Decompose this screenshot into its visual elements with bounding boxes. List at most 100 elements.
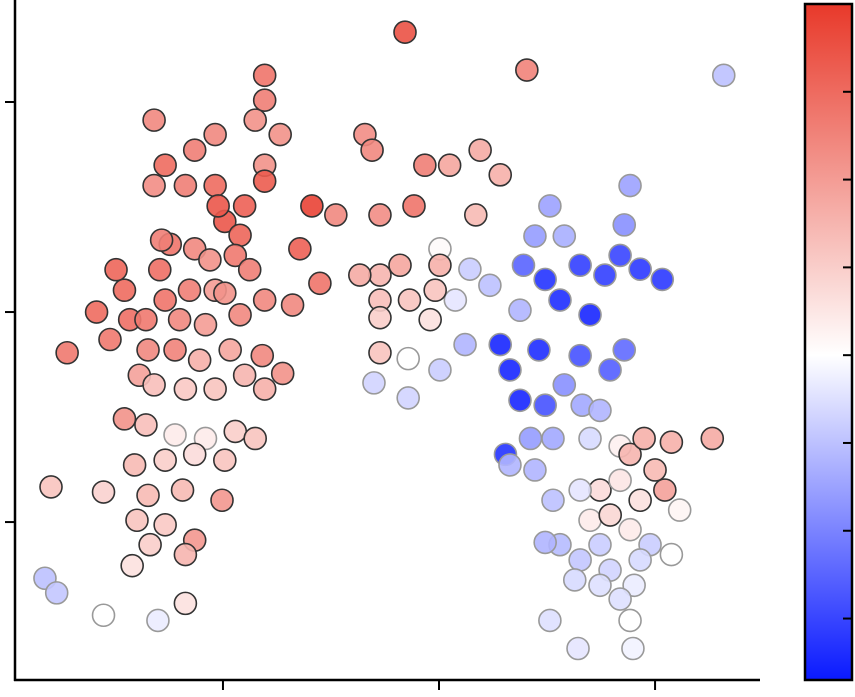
point — [578, 426, 602, 451]
point — [578, 508, 602, 533]
point — [120, 553, 144, 578]
point — [163, 423, 187, 447]
colorbar — [803, 2, 854, 682]
point — [659, 430, 684, 455]
point — [252, 377, 277, 401]
point — [418, 307, 442, 332]
point — [142, 173, 166, 198]
point — [280, 293, 305, 317]
point — [243, 108, 268, 132]
point — [173, 173, 198, 198]
point — [618, 608, 642, 633]
point — [598, 503, 623, 527]
point — [443, 288, 468, 312]
point — [608, 468, 632, 493]
point — [112, 278, 137, 303]
point — [149, 228, 174, 252]
point — [39, 475, 63, 499]
point — [203, 122, 227, 147]
point — [488, 163, 513, 187]
point — [453, 332, 477, 357]
point — [608, 243, 632, 268]
point — [508, 298, 532, 323]
point — [136, 338, 160, 362]
point — [182, 442, 207, 467]
point — [252, 88, 277, 113]
point — [618, 173, 642, 198]
point — [228, 223, 252, 248]
point — [182, 138, 207, 162]
point — [232, 194, 257, 218]
point — [170, 478, 195, 502]
point — [488, 332, 513, 357]
point — [478, 273, 502, 298]
point — [667, 498, 692, 522]
point — [659, 542, 684, 567]
point — [402, 194, 426, 218]
point — [218, 338, 242, 362]
point — [368, 263, 392, 287]
point — [568, 548, 592, 572]
point — [437, 153, 462, 178]
point — [538, 608, 562, 633]
point — [711, 63, 736, 88]
point — [458, 257, 482, 281]
point — [533, 530, 557, 555]
point — [360, 138, 384, 162]
point — [153, 153, 177, 178]
point — [203, 377, 227, 401]
point — [91, 480, 116, 504]
point — [237, 257, 262, 282]
point — [618, 442, 642, 467]
point — [210, 488, 234, 513]
point — [55, 340, 79, 365]
point — [163, 338, 187, 362]
point — [588, 532, 612, 557]
point — [122, 453, 147, 477]
point — [468, 138, 492, 162]
point — [632, 426, 656, 451]
point — [308, 271, 332, 296]
point — [541, 426, 565, 451]
point — [252, 169, 277, 193]
point — [228, 303, 252, 327]
axes — [5, 0, 760, 690]
point — [388, 253, 412, 278]
point — [213, 448, 237, 473]
point — [324, 203, 348, 227]
point — [643, 458, 667, 482]
point — [153, 288, 177, 312]
point — [167, 307, 192, 332]
point — [498, 358, 522, 382]
point — [193, 312, 218, 337]
point — [142, 373, 166, 397]
point — [142, 108, 166, 132]
point — [187, 348, 212, 372]
point — [146, 608, 170, 633]
point — [368, 305, 392, 330]
point — [203, 173, 227, 198]
point — [588, 478, 612, 502]
colorbar-box — [803, 2, 854, 682]
point — [98, 327, 122, 352]
point — [250, 343, 275, 368]
point — [147, 257, 172, 282]
point — [523, 458, 547, 482]
point — [396, 386, 420, 410]
point — [498, 453, 522, 477]
point — [618, 517, 642, 542]
point — [91, 603, 116, 628]
point — [628, 257, 652, 281]
point — [578, 303, 602, 327]
point — [300, 194, 324, 218]
point — [653, 478, 677, 502]
point — [368, 203, 392, 227]
point — [252, 63, 277, 88]
point — [223, 243, 248, 268]
point — [527, 338, 551, 362]
point — [177, 278, 202, 303]
point — [548, 288, 572, 312]
point — [104, 257, 128, 282]
point — [568, 343, 592, 368]
